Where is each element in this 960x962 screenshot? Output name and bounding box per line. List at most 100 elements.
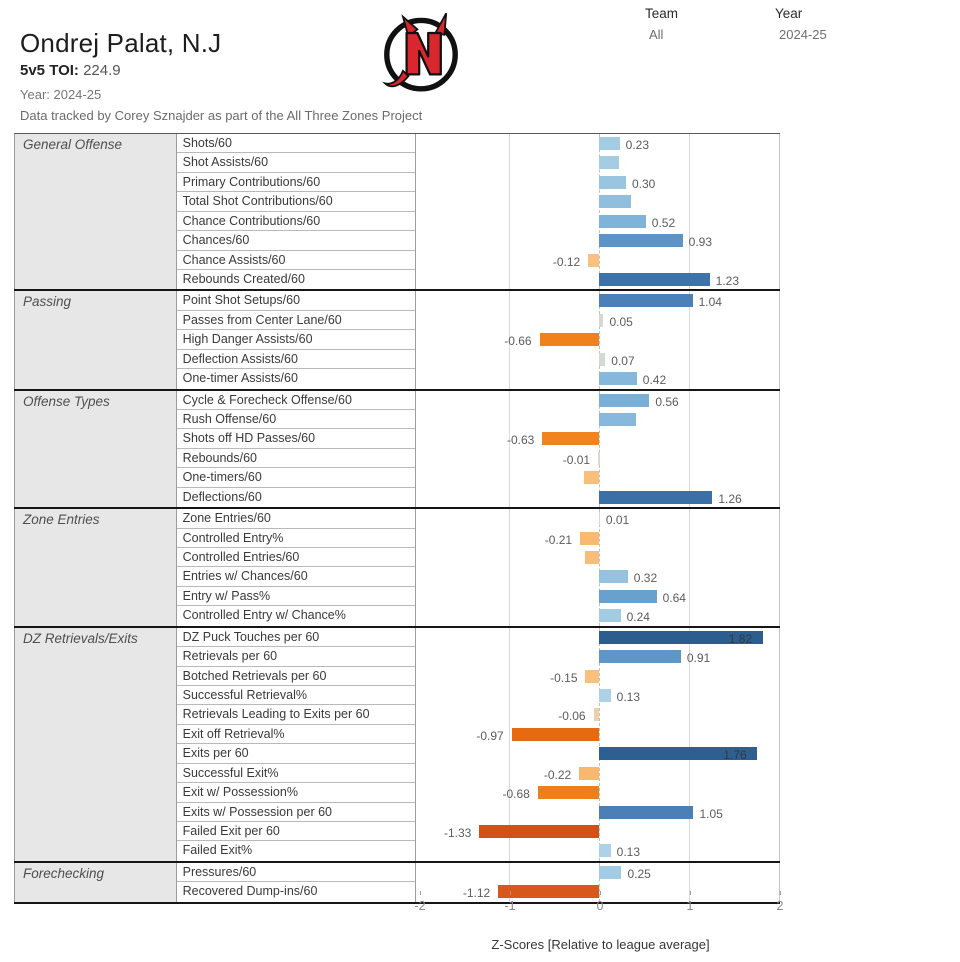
section-category-label: DZ Retrievals/Exits: [14, 627, 177, 861]
team-filter-label: Team: [645, 6, 679, 21]
metric-label: One-timer Assists/60: [182, 371, 298, 386]
gridline: [688, 291, 690, 389]
chart-section: Zone Entries Zone Entries/60 Controlled En…: [14, 509, 780, 628]
zscore-bar[interactable]: [498, 885, 599, 899]
zscore-bar[interactable]: [598, 413, 636, 426]
gridline: [508, 390, 510, 508]
bar-value-label: -0.97: [476, 728, 504, 743]
metric-label: Shot Assists/60: [176, 153, 415, 173]
bar-value-label: 1.82: [728, 631, 753, 646]
zscore-bar[interactable]: [598, 294, 693, 308]
metric-label: Failed Exit per 60: [176, 822, 415, 842]
zscore-bar[interactable]: [511, 727, 599, 741]
zscore-bar[interactable]: [598, 512, 601, 526]
zscore-bar[interactable]: [598, 137, 620, 150]
metric-label: Chance Contributions/60: [176, 212, 415, 232]
metric-label: Recovered Dump-ins/60: [182, 884, 318, 899]
zscore-bar[interactable]: [598, 234, 683, 248]
bar-value-label: -0.06: [558, 709, 586, 724]
zscore-bar[interactable]: [598, 844, 611, 858]
zscore-bar[interactable]: [598, 570, 628, 584]
metric-label: Zone Entries/60: [176, 509, 415, 529]
bar-value-label: -0.68: [502, 787, 530, 802]
chart-section: DZ Retrievals/Exits DZ Puck Touches per 6…: [14, 627, 780, 863]
zscore-bar[interactable]: [539, 333, 599, 347]
zscore-bar[interactable]: [598, 650, 681, 664]
metric-label: Exit off Retrieval%: [176, 725, 415, 745]
plot-area: 0.23 0.30 0.52 0.93 -0.12 1.23: [418, 134, 780, 290]
chart-section: Passing Point Shot Setups/60 Passes from C…: [14, 291, 780, 391]
zero-reference-line: [598, 509, 600, 626]
zscore-bar[interactable]: [583, 471, 599, 485]
zero-reference-line: [598, 390, 600, 508]
bar-value-label: -0.66: [504, 334, 532, 349]
bar-value-label: 0.13: [616, 690, 641, 705]
metric-label: Entries w/ Chances/60: [176, 567, 415, 587]
axis-tick: [600, 891, 601, 895]
zscore-bar[interactable]: [598, 313, 604, 327]
zscore-bar[interactable]: [537, 786, 599, 800]
bar-value-label: 0.91: [686, 651, 711, 666]
plot-area: 0.56 -0.63 -0.01 1.26: [418, 390, 780, 508]
metric-label: Pressures/60: [176, 863, 415, 883]
zscore-bar[interactable]: [479, 825, 599, 839]
zscore-bar[interactable]: [579, 766, 599, 780]
metric-label: Shots/60: [176, 134, 415, 154]
zscore-bar[interactable]: [593, 708, 599, 722]
bar-value-label: 0.05: [609, 314, 633, 329]
zscore-bar[interactable]: [598, 689, 611, 703]
section-category-label: Offense Types: [14, 390, 177, 508]
metric-label: Controlled Entry w/ Chance%: [182, 608, 346, 623]
credit-line: Data tracked by Corey Sznajder as part o…: [20, 108, 423, 123]
bar-value-label: 0.23: [625, 138, 650, 152]
zscore-bar[interactable]: [598, 214, 646, 228]
bar-value-label: 0.64: [662, 590, 686, 605]
zscore-bar[interactable]: [585, 669, 599, 683]
zscore-bar[interactable]: [598, 490, 713, 504]
metric-column: Point Shot Setups/60 Passes from Center L…: [176, 291, 416, 389]
gridline: [508, 291, 510, 389]
bar-value-label: 1.26: [718, 491, 742, 506]
bar-value-label: 0.13: [616, 845, 641, 860]
year-filter-value[interactable]: 2024-25: [779, 27, 827, 42]
metric-label: Controlled Entries/60: [176, 548, 415, 568]
zscore-bar[interactable]: [598, 609, 621, 623]
metric-label: Deflection Assists/60: [176, 350, 415, 370]
zero-reference-line: [598, 134, 600, 290]
zscore-bar[interactable]: [598, 805, 694, 819]
zscore-bar[interactable]: [598, 865, 622, 879]
year-line: Year: 2024-25: [20, 87, 102, 102]
bar-value-label: 1.04: [698, 295, 722, 310]
zscore-bar[interactable]: [598, 195, 632, 209]
zscore-bar[interactable]: [598, 589, 657, 603]
zscore-bar[interactable]: [598, 175, 626, 189]
axis-tick-label: 1: [686, 899, 694, 913]
zscore-bar[interactable]: [598, 372, 637, 386]
team-filter-value[interactable]: All: [649, 27, 664, 42]
bar-value-label: 0.42: [642, 373, 667, 388]
zscore-bar[interactable]: [598, 747, 758, 761]
zscore-bar[interactable]: [598, 156, 619, 170]
zscore-bar[interactable]: [598, 352, 606, 366]
axis-tick-label: 2: [776, 899, 784, 913]
zscore-bar[interactable]: [580, 531, 599, 545]
zscore-bar[interactable]: [584, 551, 599, 565]
metric-label: Cycle & Forecheck Offense/60: [176, 391, 415, 410]
zero-reference-line: [598, 862, 600, 902]
x-axis-title: Z-Scores [Relative to league average]: [491, 937, 710, 952]
gridline: [688, 627, 690, 861]
section-category-label: Forechecking: [14, 862, 177, 902]
zscore-bar[interactable]: [598, 630, 763, 644]
metric-label: Shots off HD Passes/60: [176, 429, 415, 449]
gridline: [508, 862, 510, 902]
metric-label: DZ Puck Touches per 60: [176, 628, 415, 648]
zscore-bar[interactable]: [588, 253, 599, 267]
metric-label: Rebounds Created/60: [182, 271, 305, 286]
metric-label: Primary Contributions/60: [176, 173, 415, 193]
zscore-bar[interactable]: [598, 393, 650, 407]
zscore-bar[interactable]: [598, 273, 710, 286]
zscore-bar[interactable]: [542, 432, 599, 446]
gridline: [508, 134, 510, 290]
metric-label: Successful Retrieval%: [176, 686, 415, 706]
zscore-bar[interactable]: [598, 451, 600, 465]
